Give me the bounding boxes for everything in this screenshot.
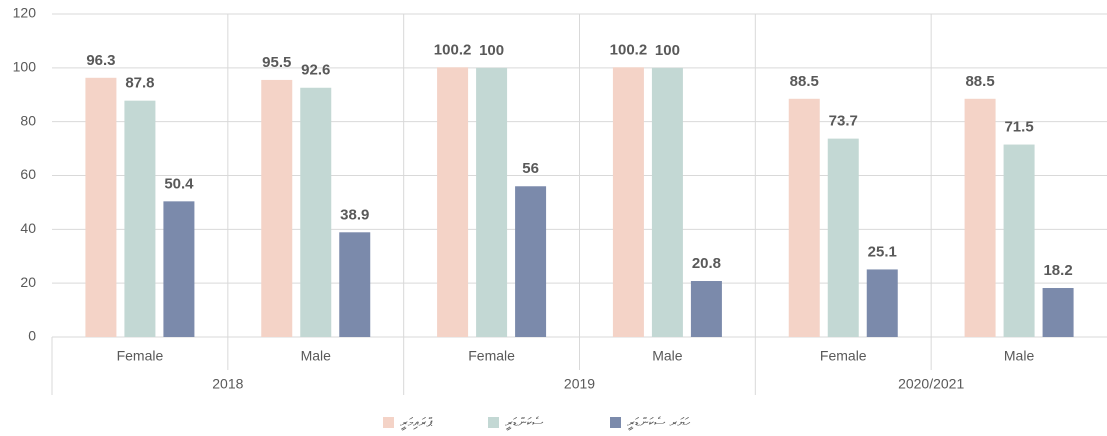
data-label: 50.4 — [164, 175, 194, 192]
bar — [339, 232, 371, 337]
legend-label: ސެކަންޑަރީ — [505, 416, 544, 431]
legend-swatch — [488, 417, 499, 428]
legend-label: ޕްރައިމަރީ — [400, 416, 433, 431]
x-tick-label: Male — [652, 348, 683, 364]
bar — [300, 87, 332, 337]
data-label: 100.2 — [434, 41, 472, 58]
bar — [1042, 288, 1074, 337]
bar — [612, 67, 644, 338]
bar — [827, 138, 859, 337]
data-label: 38.9 — [340, 206, 369, 223]
bar — [964, 98, 996, 337]
x-tick-label: Female — [468, 348, 515, 364]
bar — [1003, 144, 1035, 337]
bar — [651, 67, 683, 337]
legend-swatch — [610, 417, 621, 428]
data-label: 100 — [479, 42, 504, 59]
x-tick-label: Male — [301, 348, 332, 364]
legend-swatch — [383, 417, 394, 428]
legend-label: ހަޔަރ ސެކަންޑަރީ — [627, 416, 690, 431]
data-label: 100 — [655, 42, 680, 59]
bar — [124, 100, 156, 338]
bar — [690, 281, 722, 337]
bar — [788, 98, 820, 337]
data-label: 73.7 — [829, 113, 858, 130]
bar — [476, 67, 508, 337]
y-tick-label: 80 — [20, 112, 36, 128]
data-label: 87.8 — [125, 75, 154, 92]
y-tick-label: 0 — [28, 328, 36, 344]
data-label: 92.6 — [301, 62, 330, 79]
data-label: 88.5 — [965, 73, 994, 90]
data-label: 96.3 — [86, 52, 115, 69]
data-label: 56 — [522, 160, 539, 177]
bar — [261, 79, 293, 337]
bar — [866, 269, 898, 337]
y-tick-label: 120 — [13, 5, 37, 21]
bar — [515, 186, 547, 337]
data-label: 20.8 — [692, 255, 721, 272]
data-label: 25.1 — [868, 243, 897, 260]
data-label: 100.2 — [610, 41, 648, 58]
data-label: 71.5 — [1004, 119, 1033, 136]
y-tick-label: 100 — [13, 59, 37, 75]
group-label: 2020/2021 — [898, 376, 964, 392]
y-tick-label: 40 — [20, 220, 36, 236]
data-label: 95.5 — [262, 54, 291, 71]
data-label: 88.5 — [790, 73, 819, 90]
bar — [85, 77, 117, 337]
x-tick-label: Female — [820, 348, 867, 364]
x-tick-label: Female — [117, 348, 164, 364]
bar — [163, 201, 195, 337]
y-tick-label: 20 — [20, 274, 36, 290]
group-label: 2019 — [564, 376, 595, 392]
group-label: 2018 — [212, 376, 243, 392]
x-tick-label: Male — [1004, 348, 1035, 364]
bar — [437, 67, 469, 338]
data-label: 18.2 — [1043, 262, 1072, 279]
y-tick-label: 60 — [20, 166, 36, 182]
